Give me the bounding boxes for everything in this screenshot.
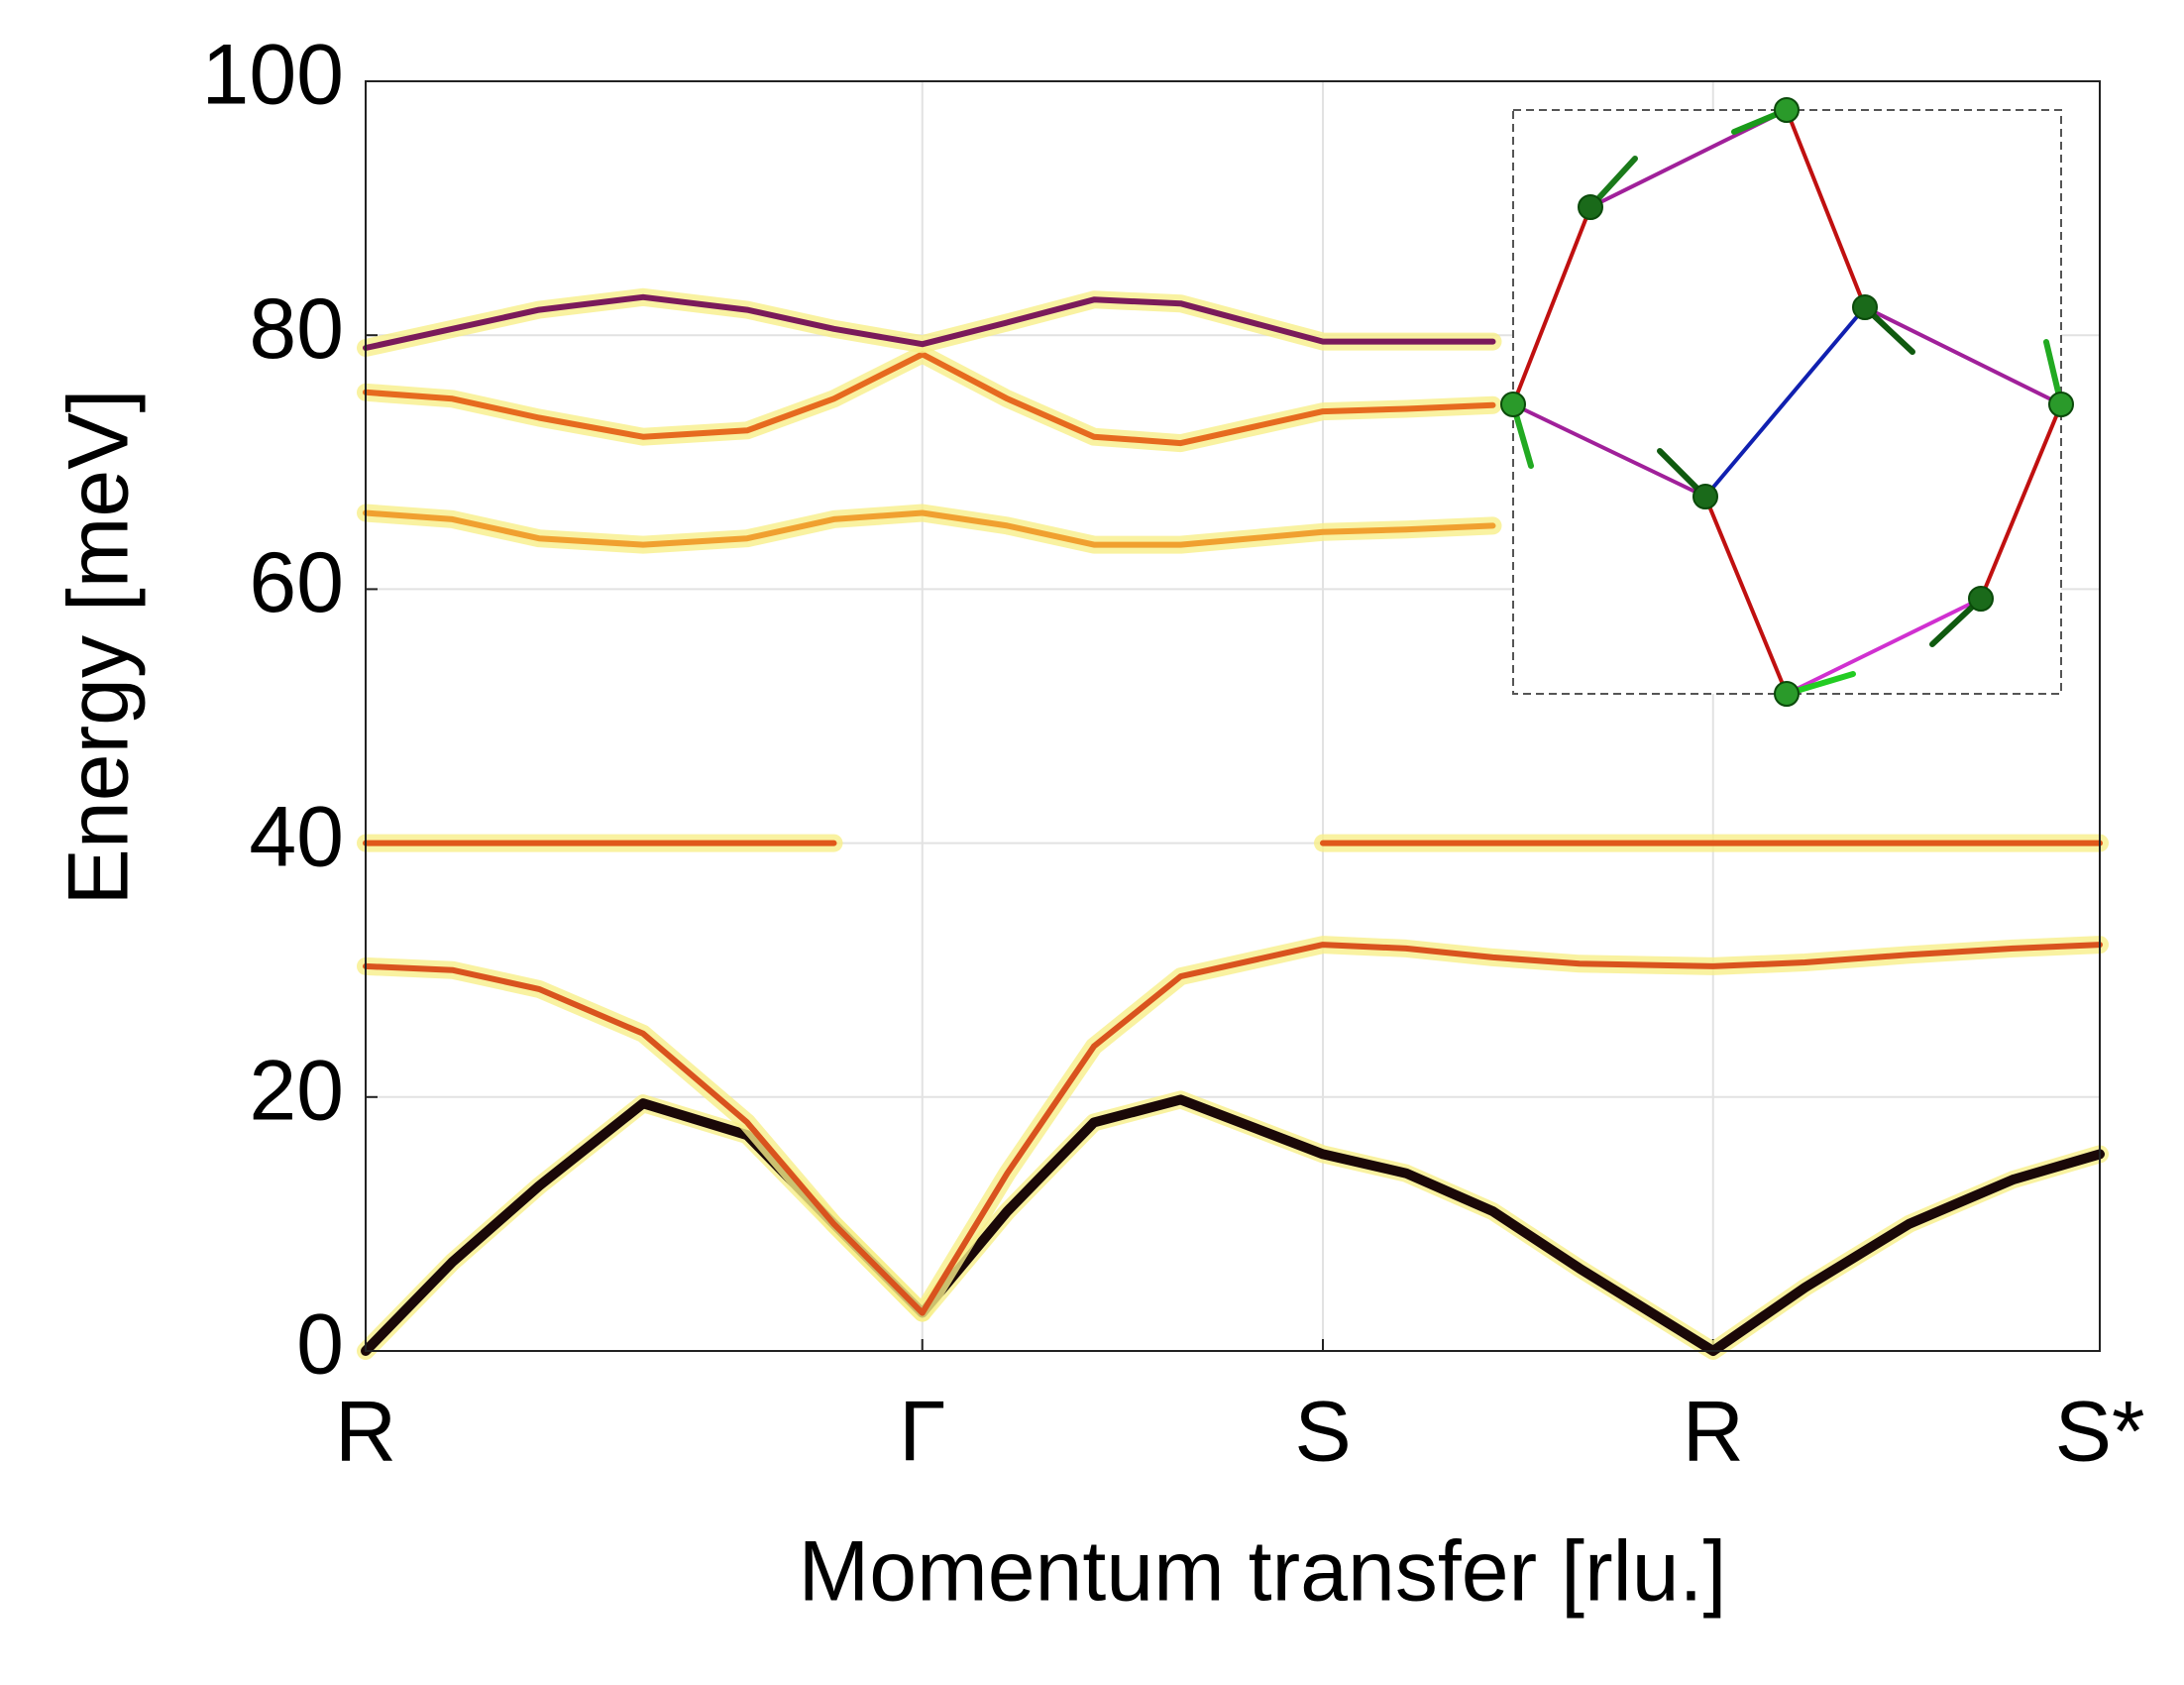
y-tick-label: 20 xyxy=(249,1044,344,1139)
labels: 0 20 40 60 80 100 R Γ S R S* xyxy=(202,28,2145,1480)
x-tick-label: R xyxy=(1683,1385,1744,1480)
y-axis-label: Energy [meV] xyxy=(52,390,147,906)
bands xyxy=(357,287,2109,1360)
x-tick-label: R xyxy=(335,1385,396,1480)
x-tick-label: S xyxy=(1294,1385,1351,1480)
bond xyxy=(1785,109,1867,308)
y-tick-label: 80 xyxy=(249,281,344,377)
plot-frame xyxy=(365,80,2101,1352)
band-line xyxy=(363,942,2103,1316)
band-line xyxy=(363,293,1496,351)
y-tick-label: 60 xyxy=(249,535,344,630)
band-line xyxy=(361,1094,2105,1356)
atom xyxy=(1578,194,1603,220)
bond xyxy=(1979,403,2063,600)
bond xyxy=(1864,305,2062,406)
atom xyxy=(2048,392,2074,417)
bond xyxy=(1703,496,1789,695)
atom xyxy=(1774,681,1800,707)
atom xyxy=(1968,586,1994,612)
atom xyxy=(1774,97,1800,123)
bond xyxy=(1786,597,1982,696)
bond xyxy=(1511,206,1592,405)
y-tick-label: 40 xyxy=(249,789,344,884)
atom xyxy=(1500,392,1526,417)
atom xyxy=(1852,294,1878,320)
y-tick-label: 100 xyxy=(202,28,345,123)
bond xyxy=(1703,305,1867,499)
y-tick-label: 0 xyxy=(296,1297,344,1393)
inset-structure xyxy=(1500,97,2074,707)
x-tick-label: S* xyxy=(2055,1385,2145,1480)
x-axis-label: Momentum transfer [rlu.] xyxy=(799,1524,1727,1620)
x-tick-label: Γ xyxy=(899,1385,945,1480)
band-line xyxy=(363,509,1496,548)
bond xyxy=(1512,402,1706,499)
band-line xyxy=(363,351,1496,447)
atom xyxy=(1693,484,1718,509)
